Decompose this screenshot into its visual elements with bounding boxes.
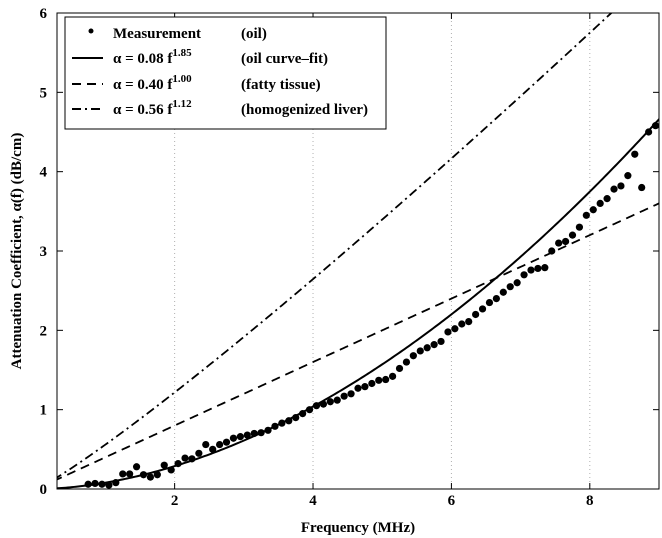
- x-tick-label: 4: [309, 493, 317, 509]
- measurement-point: [382, 376, 389, 383]
- x-tick-label: 8: [586, 493, 594, 509]
- measurement-point: [216, 441, 223, 448]
- measurement-point: [604, 195, 611, 202]
- measurement-point: [230, 435, 237, 442]
- measurement-point: [237, 433, 244, 440]
- measurement-point: [417, 347, 424, 354]
- legend-description: (fatty tissue): [241, 77, 321, 93]
- measurement-point: [437, 338, 444, 345]
- series-line-solid: [54, 112, 662, 489]
- legend-label: Measurement: [113, 26, 201, 42]
- measurement-point: [465, 318, 472, 325]
- measurement-point: [396, 365, 403, 372]
- y-tick-label: 2: [40, 323, 48, 339]
- measurement-point: [527, 266, 534, 273]
- measurement-point: [472, 311, 479, 318]
- measurement-point: [583, 212, 590, 219]
- measurement-point: [624, 172, 631, 179]
- measurement-point: [555, 239, 562, 246]
- legend-marker-measurement: [89, 29, 94, 34]
- legend-exponent: 1.12: [172, 98, 192, 110]
- measurement-point: [223, 439, 230, 446]
- measurement-point: [347, 390, 354, 397]
- measurement-point: [507, 283, 514, 290]
- y-tick-label: 4: [40, 165, 48, 181]
- x-tick-label: 2: [171, 493, 179, 509]
- y-tick-label: 3: [40, 244, 48, 260]
- measurement-point: [576, 224, 583, 231]
- measurement-point: [202, 441, 209, 448]
- measurement-point: [195, 450, 202, 457]
- legend-exponent: 1.85: [172, 47, 192, 59]
- measurement-point: [500, 289, 507, 296]
- measurement-point: [590, 206, 597, 213]
- measurement-point: [181, 454, 188, 461]
- measurement-point: [334, 397, 341, 404]
- measurement-point: [444, 328, 451, 335]
- x-axis-label: Frequency (MHz): [301, 520, 415, 536]
- measurement-point: [375, 377, 382, 384]
- measurement-point: [354, 385, 361, 392]
- measurement-point: [451, 325, 458, 332]
- measurement-point: [341, 393, 348, 400]
- measurement-point: [119, 470, 126, 477]
- legend-description: (homogenized liver): [241, 102, 368, 118]
- measurement-point: [610, 186, 617, 193]
- y-tick-label: 1: [40, 403, 48, 419]
- measurement-point: [617, 182, 624, 189]
- legend-description: (oil curve–fit): [241, 51, 328, 67]
- measurement-point: [631, 151, 638, 158]
- measurement-point: [638, 184, 645, 191]
- measurement-point: [597, 200, 604, 207]
- measurement-point: [493, 295, 500, 302]
- measurement-point: [133, 463, 140, 470]
- measurement-point: [569, 232, 576, 239]
- measurement-point: [562, 238, 569, 245]
- measurement-point: [361, 383, 368, 390]
- measurement-point: [410, 352, 417, 359]
- series-line-dashed: [54, 200, 662, 481]
- measurement-point: [403, 358, 410, 365]
- legend-exponent: 1.00: [172, 73, 192, 85]
- y-tick-label: 0: [40, 482, 48, 498]
- y-tick-label: 5: [40, 85, 48, 101]
- x-tick-label: 6: [448, 493, 456, 509]
- measurement-point: [431, 341, 438, 348]
- measurement-point: [458, 320, 465, 327]
- y-axis-label: Attenuation Coefficient, α(f) (dB/cm): [9, 133, 25, 370]
- measurement-point: [389, 373, 396, 380]
- measurement-point: [486, 299, 493, 306]
- measurement-point: [520, 271, 527, 278]
- measurement-point: [479, 305, 486, 312]
- measurement-point: [541, 264, 548, 271]
- legend: Measurement (oil)α = 0.08 f1.85 (oil curve…: [65, 17, 386, 129]
- legend-description: (oil): [241, 26, 267, 42]
- measurement-point: [514, 279, 521, 286]
- measurement-point: [368, 380, 375, 387]
- measurement-point: [534, 265, 541, 272]
- measurement-point: [424, 344, 431, 351]
- y-tick-label: 6: [40, 6, 48, 22]
